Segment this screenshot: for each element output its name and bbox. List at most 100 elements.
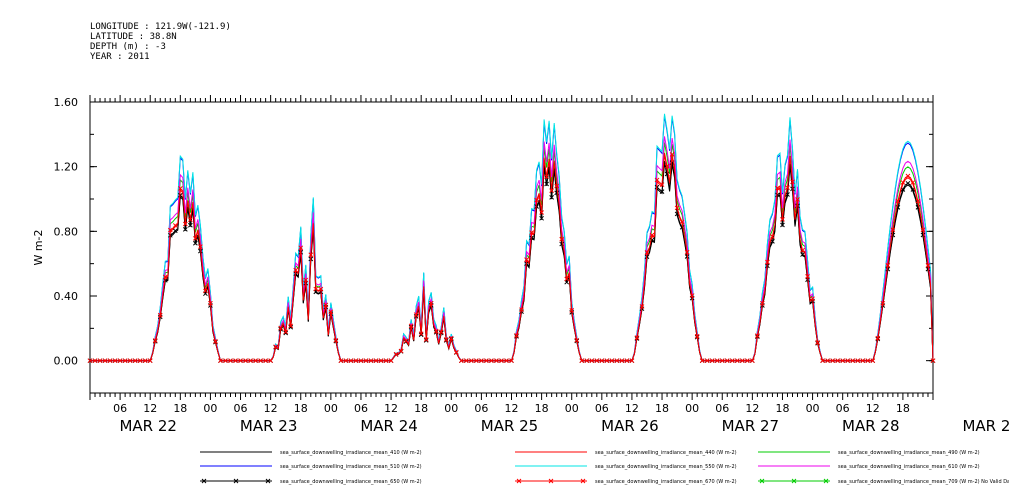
series-point	[649, 232, 655, 238]
series-point	[855, 358, 861, 364]
series-point	[273, 344, 279, 350]
series-point	[835, 358, 841, 364]
series-point	[775, 185, 780, 191]
x-day-label: MAR 27	[722, 417, 779, 435]
series-point	[218, 358, 223, 364]
legend-label-8: sea_surface_downwelling_irradiance_mean_…	[838, 479, 1009, 485]
x-day-label: MAR 23	[240, 417, 297, 435]
series-point	[393, 351, 399, 357]
series-point	[765, 259, 770, 265]
series-point	[112, 358, 118, 364]
x-hour-label: 00	[565, 402, 579, 415]
series-point	[564, 276, 570, 282]
series-point	[162, 274, 168, 280]
series-point	[328, 309, 334, 315]
series-point	[504, 358, 509, 364]
series-point	[810, 296, 815, 302]
series-point	[494, 358, 499, 364]
series-point	[443, 337, 449, 342]
y-axis-label: W m-2	[32, 229, 45, 265]
x-day-label: MAR 25	[481, 417, 538, 435]
series-point	[534, 197, 539, 203]
x-hour-label: 18	[535, 402, 549, 415]
x-hour-label: 12	[745, 402, 759, 415]
series-line-4	[90, 113, 934, 362]
series-point	[288, 323, 294, 329]
series-point	[348, 358, 354, 364]
series-point	[117, 358, 123, 364]
series-point	[925, 262, 931, 268]
series-point	[594, 358, 600, 364]
series-point	[383, 358, 389, 364]
series-point	[509, 358, 514, 364]
series-point	[418, 331, 424, 337]
series-point	[263, 358, 268, 364]
series-point	[729, 358, 735, 364]
series-point	[524, 257, 529, 262]
series-point	[694, 333, 700, 339]
series-point	[208, 300, 213, 306]
series-point	[448, 335, 454, 341]
series-point	[298, 245, 304, 251]
x-hour-label: 00	[444, 402, 458, 415]
x-hour-label: 18	[775, 402, 789, 415]
latitude-text: LATITUDE : 38.8N	[90, 32, 177, 42]
series-point	[920, 227, 926, 233]
series-point	[172, 223, 178, 228]
series-point	[87, 358, 93, 364]
series-point	[137, 358, 143, 364]
x-hour-label: 18	[896, 402, 910, 415]
series-point	[388, 358, 394, 364]
y-tick-label: 0.00	[54, 355, 79, 368]
x-hour-label: 18	[173, 402, 187, 415]
series-point	[127, 358, 133, 364]
series-point	[860, 358, 866, 364]
series-point	[423, 338, 429, 343]
series-point	[213, 339, 218, 344]
series-point	[469, 358, 474, 364]
series-point	[479, 358, 484, 364]
legend-marker	[823, 478, 829, 484]
series-point	[699, 358, 705, 364]
legend-marker	[548, 478, 554, 484]
x-hour-label: 12	[143, 402, 157, 415]
series-point	[724, 358, 730, 364]
x-hour-label: 12	[866, 402, 880, 415]
series-point	[288, 324, 294, 330]
series-point	[865, 358, 871, 364]
x-hour-label: 18	[655, 402, 669, 415]
series-point	[147, 358, 153, 364]
series-point	[589, 358, 595, 364]
series-point	[418, 332, 424, 338]
series-point	[228, 358, 233, 364]
series-point	[413, 312, 419, 317]
x-hour-label: 12	[505, 402, 519, 415]
series-point	[584, 358, 590, 364]
x-hour-label: 06	[354, 402, 368, 415]
series-point	[313, 286, 319, 292]
legend-label-6: sea_surface_downwelling_irradiance_mean_…	[280, 479, 422, 485]
series-point	[549, 195, 554, 200]
x-day-label: MAR 29	[962, 417, 1009, 435]
series-point	[333, 337, 339, 343]
series-point	[775, 192, 780, 198]
legend-label-0: sea_surface_downwelling_irradiance_mean_…	[280, 450, 422, 456]
series-point	[544, 174, 549, 180]
series-point	[734, 358, 740, 364]
x-hour-label: 06	[715, 402, 729, 415]
legend-label-1: sea_surface_downwelling_irradiance_mean_…	[595, 450, 737, 456]
series-point	[850, 358, 856, 364]
series-point	[890, 227, 896, 233]
legend-marker	[265, 478, 271, 484]
series-point	[172, 228, 178, 234]
series-point	[755, 333, 760, 338]
series-point	[303, 277, 309, 283]
series-point	[719, 358, 725, 364]
series-point	[318, 286, 324, 292]
series-point	[679, 219, 685, 225]
series-point	[805, 274, 810, 279]
longitude-text: LONGITUDE : 121.9W(-121.9)	[90, 22, 231, 32]
series-point	[408, 323, 414, 329]
y-tick-label: 1.20	[54, 161, 79, 174]
series-point	[915, 198, 921, 204]
